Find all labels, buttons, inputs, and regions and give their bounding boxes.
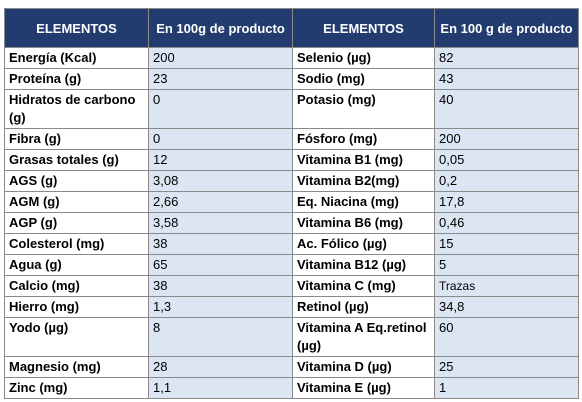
table-row: Yodo (µg) 8 Vitamina A Eq.retinol (µg) 60 [4,317,579,357]
element-name-right: Vitamina C (mg) [292,275,435,297]
element-value-right: 40 [434,89,579,129]
element-name-left: Colesterol (mg) [4,233,149,255]
element-value-right: Trazas [434,275,579,297]
element-value-right: 60 [434,317,579,357]
header-row: ELEMENTOS En 100g de producto ELEMENTOS … [4,8,579,48]
element-name-right: Vitamina B6 (mg) [292,212,435,234]
element-value-right: 82 [434,47,579,69]
element-name-left: Energía (Kcal) [4,47,149,69]
element-name-right: Eq. Niacina (mg) [292,191,435,213]
table-row: Magnesio (mg) 28 Vitamina D (µg) 25 [4,356,579,378]
table-row: Energía (Kcal) 200 Selenio (µg) 82 [4,47,579,69]
table-row: Proteína (g) 23 Sodio (mg) 43 [4,68,579,90]
table-row: Calcio (mg) 38 Vitamina C (mg) Trazas [4,275,579,297]
table-row: Agua (g) 65 Vitamina B12 (µg) 5 [4,254,579,276]
element-name-left: AGM (g) [4,191,149,213]
element-value-left: 3,58 [148,212,293,234]
table-row: Fibra (g) 0 Fósforo (mg) 200 [4,128,579,150]
element-name-left: Fibra (g) [4,128,149,150]
element-value-right: 17,8 [434,191,579,213]
element-value-left: 0 [148,89,293,129]
element-name-left: Calcio (mg) [4,275,149,297]
element-name-left: Zinc (mg) [4,377,149,399]
element-value-left: 38 [148,275,293,297]
header-amount-2: En 100 g de producto [434,8,579,48]
element-value-left: 1,3 [148,296,293,318]
table-row: AGP (g) 3,58 Vitamina B6 (mg) 0,46 [4,212,579,234]
element-name-right: Potasio (mg) [292,89,435,129]
element-name-right: Vitamina B12 (µg) [292,254,435,276]
element-name-right: Vitamina B2(mg) [292,170,435,192]
element-value-left: 1,1 [148,377,293,399]
nutrition-table: ELEMENTOS En 100g de producto ELEMENTOS … [4,8,579,399]
element-value-right: 5 [434,254,579,276]
header-elementos-2: ELEMENTOS [292,8,435,48]
element-value-left: 2,66 [148,191,293,213]
element-name-right: Vitamina B1 (mg) [292,149,435,171]
element-name-left: Magnesio (mg) [4,356,149,378]
element-value-left: 3,08 [148,170,293,192]
element-value-left: 65 [148,254,293,276]
element-value-left: 12 [148,149,293,171]
element-value-right: 0,46 [434,212,579,234]
table-row: Hierro (mg) 1,3 Retinol (µg) 34,8 [4,296,579,318]
element-value-left: 0 [148,128,293,150]
element-value-left: 28 [148,356,293,378]
element-value-right: 0,2 [434,170,579,192]
element-value-left: 38 [148,233,293,255]
element-value-right: 34,8 [434,296,579,318]
element-value-left: 8 [148,317,293,357]
element-name-right: Vitamina D (µg) [292,356,435,378]
element-name-left: Hidratos de carbono (g) [4,89,149,129]
element-name-right: Ac. Fólico (µg) [292,233,435,255]
element-name-left: Proteína (g) [4,68,149,90]
table-row: Hidratos de carbono (g) 0 Potasio (mg) 40 [4,89,579,129]
element-value-right: 15 [434,233,579,255]
table-row: AGM (g) 2,66 Eq. Niacina (mg) 17,8 [4,191,579,213]
element-value-right: 1 [434,377,579,399]
element-value-right: 0,05 [434,149,579,171]
element-value-right: 25 [434,356,579,378]
element-value-right: 200 [434,128,579,150]
element-name-left: Hierro (mg) [4,296,149,318]
element-name-left: Grasas totales (g) [4,149,149,171]
element-name-right: Vitamina A Eq.retinol (µg) [292,317,435,357]
table-row: Colesterol (mg) 38 Ac. Fólico (µg) 15 [4,233,579,255]
element-name-left: Agua (g) [4,254,149,276]
element-name-right: Vitamina E (µg) [292,377,435,399]
element-value-right: 43 [434,68,579,90]
table-row: AGS (g) 3,08 Vitamina B2(mg) 0,2 [4,170,579,192]
table-row: Zinc (mg) 1,1 Vitamina E (µg) 1 [4,377,579,399]
element-name-left: AGS (g) [4,170,149,192]
element-name-right: Selenio (µg) [292,47,435,69]
element-name-right: Retinol (µg) [292,296,435,318]
element-name-right: Fósforo (mg) [292,128,435,150]
header-amount-1: En 100g de producto [148,8,293,48]
table-row: Grasas totales (g) 12 Vitamina B1 (mg) 0,05 [4,149,579,171]
element-name-left: AGP (g) [4,212,149,234]
element-name-left: Yodo (µg) [4,317,149,357]
header-elementos-1: ELEMENTOS [4,8,149,48]
element-value-left: 23 [148,68,293,90]
element-name-right: Sodio (mg) [292,68,435,90]
element-value-left: 200 [148,47,293,69]
